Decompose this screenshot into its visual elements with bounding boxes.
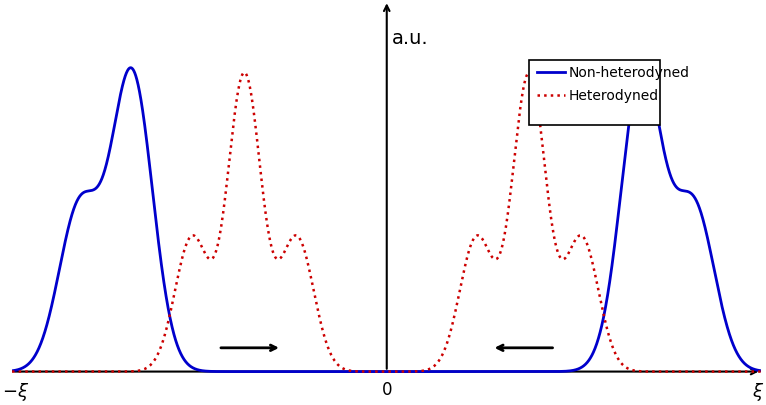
Text: $-\xi$: $-\xi$	[2, 381, 29, 403]
Text: a.u.: a.u.	[392, 29, 429, 48]
Text: Non-heterodyned: Non-heterodyned	[568, 66, 689, 79]
Text: Heterodyned: Heterodyned	[568, 89, 659, 103]
Text: $\xi$: $\xi$	[751, 381, 764, 403]
Text: 0: 0	[381, 381, 392, 399]
Bar	[529, 61, 660, 126]
